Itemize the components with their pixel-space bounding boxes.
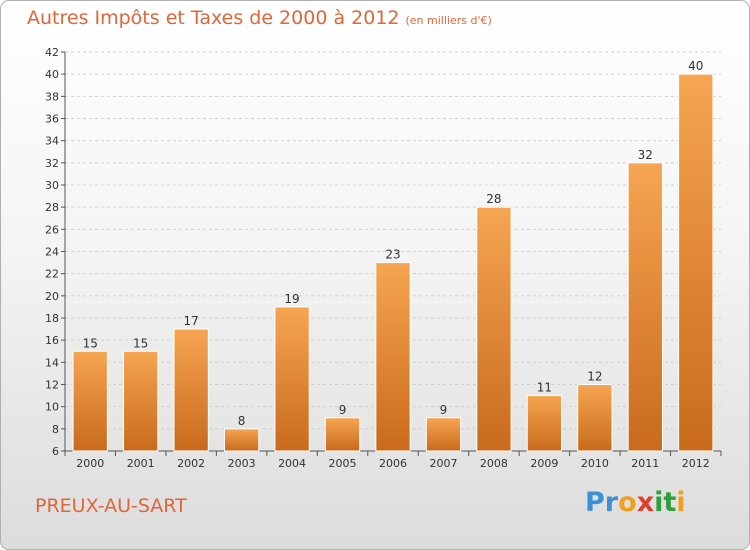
logo-letter: P (585, 487, 605, 518)
bars (72, 73, 714, 452)
logo-letter: t (663, 487, 677, 518)
y-tick-label: 8 (52, 423, 59, 436)
x-tick-label: 2002 (177, 457, 205, 470)
logo-letter: o (618, 487, 637, 518)
bar (476, 206, 512, 452)
y-tick-label: 6 (52, 445, 59, 458)
bar-value-label: 8 (238, 414, 246, 428)
y-tick-label: 40 (45, 68, 59, 81)
y-tick-label: 42 (45, 46, 59, 59)
data-labels: 15 15 17 8 19 9 23 9 28 11 12 32 40 (83, 59, 704, 428)
logo-letter: i (654, 487, 664, 518)
bar-value-label: 15 (83, 336, 98, 350)
bar (72, 350, 108, 452)
bar-value-label: 12 (587, 370, 602, 384)
y-tick-label: 28 (45, 201, 59, 214)
y-tick-label: 20 (45, 290, 59, 303)
x-tick-label: 2012 (682, 457, 710, 470)
x-tick-label: 2000 (76, 457, 104, 470)
bar (526, 395, 563, 452)
bar-value-label: 28 (486, 192, 501, 206)
bar-value-label: 9 (339, 403, 347, 417)
y-tick-label: 10 (45, 401, 59, 414)
x-tick-label: 2006 (379, 457, 407, 470)
bar (324, 417, 361, 452)
bar (375, 262, 411, 452)
bar (173, 328, 209, 452)
y-tick-label: 30 (45, 179, 59, 192)
bar-value-label: 17 (184, 314, 199, 328)
bar (627, 162, 663, 452)
bar-value-label: 23 (385, 248, 400, 262)
y-tick-label: 32 (45, 157, 59, 170)
logo-letter: r (604, 487, 619, 518)
y-tick-label: 16 (45, 334, 59, 347)
chart-title-text: Autres Impôts et Taxes de 2000 à 2012 (27, 7, 400, 29)
bar (678, 73, 714, 452)
x-tick-label: 2010 (581, 457, 609, 470)
x-tick-label: 2009 (530, 457, 558, 470)
bar (123, 350, 159, 452)
commune-name: PREUX-AU-SART (35, 495, 187, 517)
chart-subtitle: (en milliers d'€) (405, 14, 492, 27)
bar (577, 384, 613, 452)
bar (223, 428, 260, 452)
logo-letter: x (636, 487, 655, 518)
chart-title: Autres Impôts et Taxes de 2000 à 2012 (en… (27, 7, 492, 29)
x-tick-labels: 2000 2001 2002 2003 2004 2005 2006 2007 2008 2009… (64, 451, 722, 470)
bar-value-label: 19 (284, 292, 299, 306)
y-tick-label: 14 (45, 356, 59, 369)
y-tick-labels: 6 8 10 12 14 16 18 20 22 24 26 28 30 32 34 36 38 40 42 (45, 46, 65, 458)
x-tick-label: 2008 (480, 457, 508, 470)
bar-value-label: 11 (537, 381, 552, 395)
proxiti-logo: Proxiti (585, 487, 686, 518)
bar-value-label: 32 (638, 148, 653, 162)
x-tick-label: 2005 (329, 457, 357, 470)
y-tick-label: 24 (45, 246, 59, 259)
y-tick-label: 18 (45, 312, 59, 325)
x-tick-label: 2007 (429, 457, 457, 470)
y-tick-label: 36 (45, 113, 59, 126)
bar-value-label: 40 (688, 59, 703, 73)
bar-value-label: 9 (440, 403, 448, 417)
y-tick-label: 12 (45, 379, 59, 392)
logo-letter: i (676, 487, 686, 518)
bar-value-label: 15 (133, 336, 148, 350)
y-tick-label: 34 (45, 135, 59, 148)
y-tick-label: 38 (45, 90, 59, 103)
bar (425, 417, 462, 452)
bar (274, 306, 310, 452)
x-tick-label: 2001 (127, 457, 155, 470)
y-tick-label: 22 (45, 268, 59, 281)
x-tick-label: 2004 (278, 457, 306, 470)
x-tick-label: 2011 (631, 457, 659, 470)
x-tick-label: 2003 (228, 457, 256, 470)
y-tick-label: 26 (45, 223, 59, 236)
